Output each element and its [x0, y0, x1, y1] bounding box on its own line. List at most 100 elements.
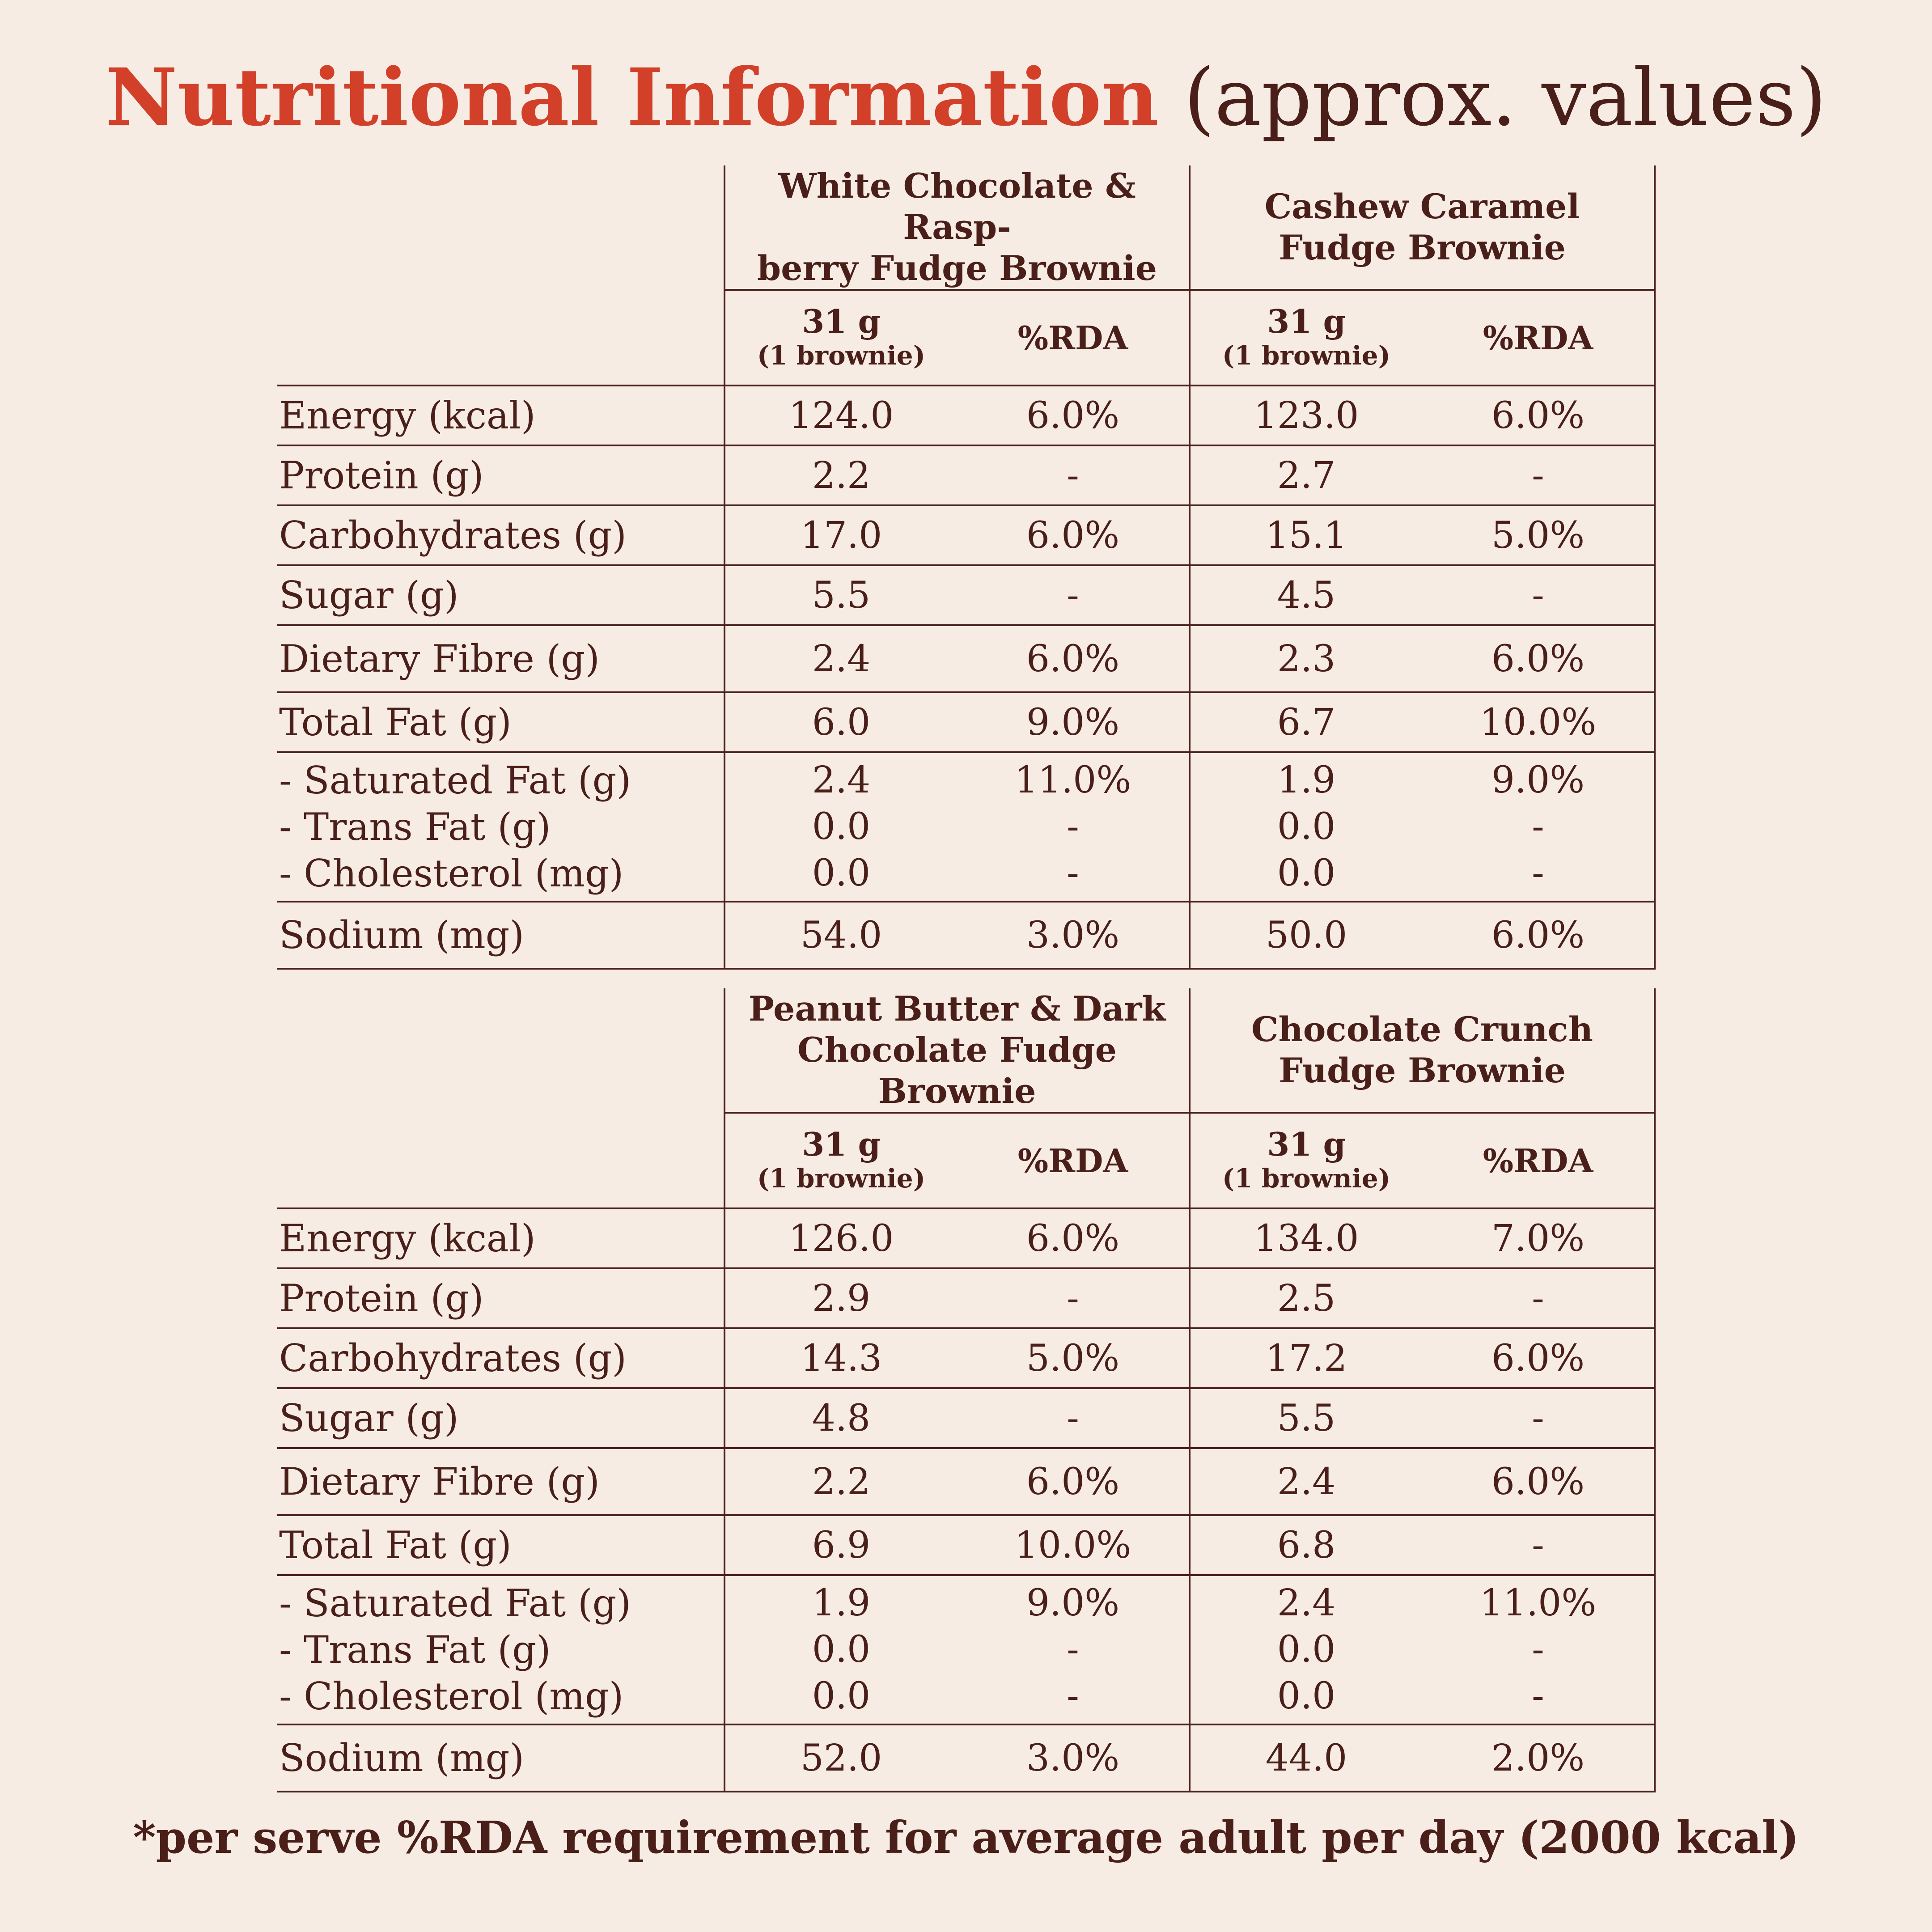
serving-amount: 31 g [802, 302, 881, 340]
title-main: Nutritional Information [105, 51, 1159, 144]
product-name-1: Peanut Butter & Dark Chocolate Fudge Bro… [724, 988, 1190, 1114]
fat-subgroup-r1: - [1067, 852, 1079, 894]
fat-subgroup-label: - Trans Fat (g) [279, 1628, 551, 1672]
product-2-rda: - [1422, 1388, 1656, 1449]
fat-subgroup-r2: 11.0% [1479, 1582, 1597, 1624]
nutrition-table-1: White Chocolate & Rasp- berry Fudge Brow… [277, 165, 1656, 970]
product-2-amounts: 1.9 0.0 0.0 [1189, 752, 1422, 902]
nutrient-row: Dietary Fibre (g) 2.2 6.0% 2.4 6.0% [277, 1448, 1656, 1516]
nutrient-label: Carbohydrates (g) [277, 1328, 724, 1389]
product-name-line: berry Fudge Brownie [757, 248, 1157, 288]
fat-subgroup-p2: 0.0 [1277, 1675, 1336, 1717]
nutrient-rows: Energy (kcal) 126.0 6.0% 134.0 7.0% Protein (… [277, 1208, 1656, 1792]
nutrition-table-2: Peanut Butter & Dark Chocolate Fudge Bro… [277, 988, 1656, 1792]
serving-size-header: 31 g (1 brownie) [724, 1113, 957, 1209]
header-empty [277, 290, 724, 386]
nutrient-label: Sodium (mg) [277, 1724, 724, 1792]
product-1-rda: 9.0% [957, 692, 1190, 753]
rda-label: %RDA [1483, 318, 1593, 357]
nutrient-label: Energy (kcal) [277, 1208, 724, 1269]
rda-label: %RDA [1017, 318, 1128, 357]
serving-header-row: 31 g (1 brownie) %RDA 31 g (1 brownie) %… [277, 290, 1656, 386]
product-name-line: Chocolate Fudge Brownie [797, 1030, 1117, 1111]
header-empty [277, 1113, 724, 1209]
fat-subgroup-label: - Trans Fat (g) [279, 805, 551, 849]
product-name-1: White Chocolate & Rasp- berry Fudge Brow… [724, 165, 1190, 291]
nutrient-label: Dietary Fibre (g) [277, 625, 724, 693]
product-2-amount: 2.3 [1189, 625, 1422, 693]
fat-subgroup-r1: - [1067, 805, 1079, 848]
rda-header: %RDA [957, 1113, 1190, 1209]
product-2-rda: 2.0% [1422, 1724, 1656, 1792]
serving-amount: 31 g [1267, 1125, 1346, 1163]
fat-subgroup-row: - Saturated Fat (g) - Trans Fat (g) - Chol… [277, 1575, 1656, 1725]
product-1-amounts: 2.4 0.0 0.0 [724, 752, 957, 902]
page-title: Nutritional Information (approx. values) [0, 48, 1932, 147]
product-1-amounts: 1.9 0.0 0.0 [724, 1575, 957, 1725]
product-2-amount: 123.0 [1189, 386, 1422, 446]
product-1-amount: 14.3 [724, 1328, 957, 1389]
product-1-rda: 5.0% [957, 1328, 1190, 1389]
fat-subgroup-p2: 2.4 [1277, 1582, 1336, 1624]
product-1-rda: 6.0% [957, 386, 1190, 446]
header-empty [277, 988, 724, 1113]
nutrient-row: Sugar (g) 5.5-4.5- [277, 565, 1656, 626]
product-1-rda: 6.0% [957, 1208, 1190, 1269]
nutrient-row: Energy (kcal) 126.0 6.0% 134.0 7.0% [277, 1208, 1656, 1269]
product-1-rda: 3.0% [957, 1724, 1190, 1792]
title-sub: (approx. values) [1183, 52, 1827, 144]
fat-subgroup-label: - Cholesterol (mg) [279, 852, 624, 895]
product-2-amount: 15.1 [1189, 505, 1422, 566]
nutrient-label: Total Fat (g) [277, 692, 724, 753]
product-2-rda: - [1422, 1268, 1656, 1329]
product-1-rdas: 11.0% - - [957, 752, 1190, 902]
nutrient-row: Total Fat (g) 6.9 10.0% 6.8- [277, 1515, 1656, 1576]
fat-subgroup-r1: 11.0% [1014, 759, 1131, 801]
product-1-amount: 2.9 [724, 1268, 957, 1329]
serving-unit: (1 brownie) [1222, 1163, 1391, 1194]
product-header-row: White Chocolate & Rasp- berry Fudge Brow… [277, 165, 1656, 291]
product-1-rda: - [957, 565, 1190, 626]
product-1-rda: 6.0% [957, 1448, 1190, 1516]
product-2-amount: 44.0 [1189, 1724, 1422, 1792]
nutrient-row: Protein (g) 2.2-2.7- [277, 445, 1656, 506]
nutrient-row: Energy (kcal) 124.0 6.0% 123.0 6.0% [277, 386, 1656, 446]
nutrient-row: Total Fat (g) 6.0 9.0% 6.7 10.0% [277, 692, 1656, 753]
product-name-line: Chocolate Crunch [1251, 1009, 1593, 1049]
product-2-rdas: 11.0% - - [1422, 1575, 1656, 1725]
fat-subgroup-p1: 0.0 [812, 852, 871, 894]
product-1-rda: - [957, 445, 1190, 506]
fat-subgroup-r2: 9.0% [1491, 759, 1585, 801]
product-1-amount: 2.2 [724, 445, 957, 506]
fat-subgroup-p1: 2.4 [812, 759, 871, 801]
nutrient-label: Sugar (g) [277, 565, 724, 626]
fat-subgroup-labels: - Saturated Fat (g) - Trans Fat (g) - Chol… [277, 1575, 724, 1725]
product-2-rda: 7.0% [1422, 1208, 1656, 1269]
rda-header: %RDA [1422, 1113, 1656, 1209]
product-1-rda: 10.0% [957, 1515, 1190, 1576]
nutrient-row: Protein (g) 2.9-2.5- [277, 1268, 1656, 1329]
nutrient-row: Dietary Fibre (g) 2.4 6.0% 2.3 6.0% [277, 625, 1656, 693]
product-2-amount: 17.2 [1189, 1328, 1422, 1389]
product-1-rda: - [957, 1268, 1190, 1329]
serving-unit: (1 brownie) [1222, 340, 1391, 371]
nutrient-label: Carbohydrates (g) [277, 505, 724, 566]
serving-amount: 31 g [1267, 302, 1346, 340]
fat-subgroup-p2: 0.0 [1277, 1628, 1336, 1671]
fat-subgroup-p2: 1.9 [1277, 759, 1336, 801]
product-name-line: Cashew Caramel [1264, 186, 1580, 226]
product-1-rda: 3.0% [957, 902, 1190, 970]
fat-subgroup-r1: - [1067, 1628, 1079, 1671]
footnote: *per serve %RDA requirement for average … [133, 1812, 1799, 1864]
product-1-amount: 2.4 [724, 625, 957, 693]
product-2-amount: 6.7 [1189, 692, 1422, 753]
product-2-amount: 2.7 [1189, 445, 1422, 506]
product-1-amount: 6.9 [724, 1515, 957, 1576]
nutrient-label: Total Fat (g) [277, 1515, 724, 1576]
product-2-rdas: 9.0% - - [1422, 752, 1656, 902]
rda-label: %RDA [1017, 1141, 1128, 1180]
nutrient-row: Sugar (g) 4.8-5.5- [277, 1388, 1656, 1449]
serving-header-row: 31 g (1 brownie) %RDA 31 g (1 brownie) %… [277, 1113, 1656, 1209]
fat-subgroup-p1: 0.0 [812, 1628, 871, 1671]
product-2-rda: 6.0% [1422, 625, 1656, 693]
